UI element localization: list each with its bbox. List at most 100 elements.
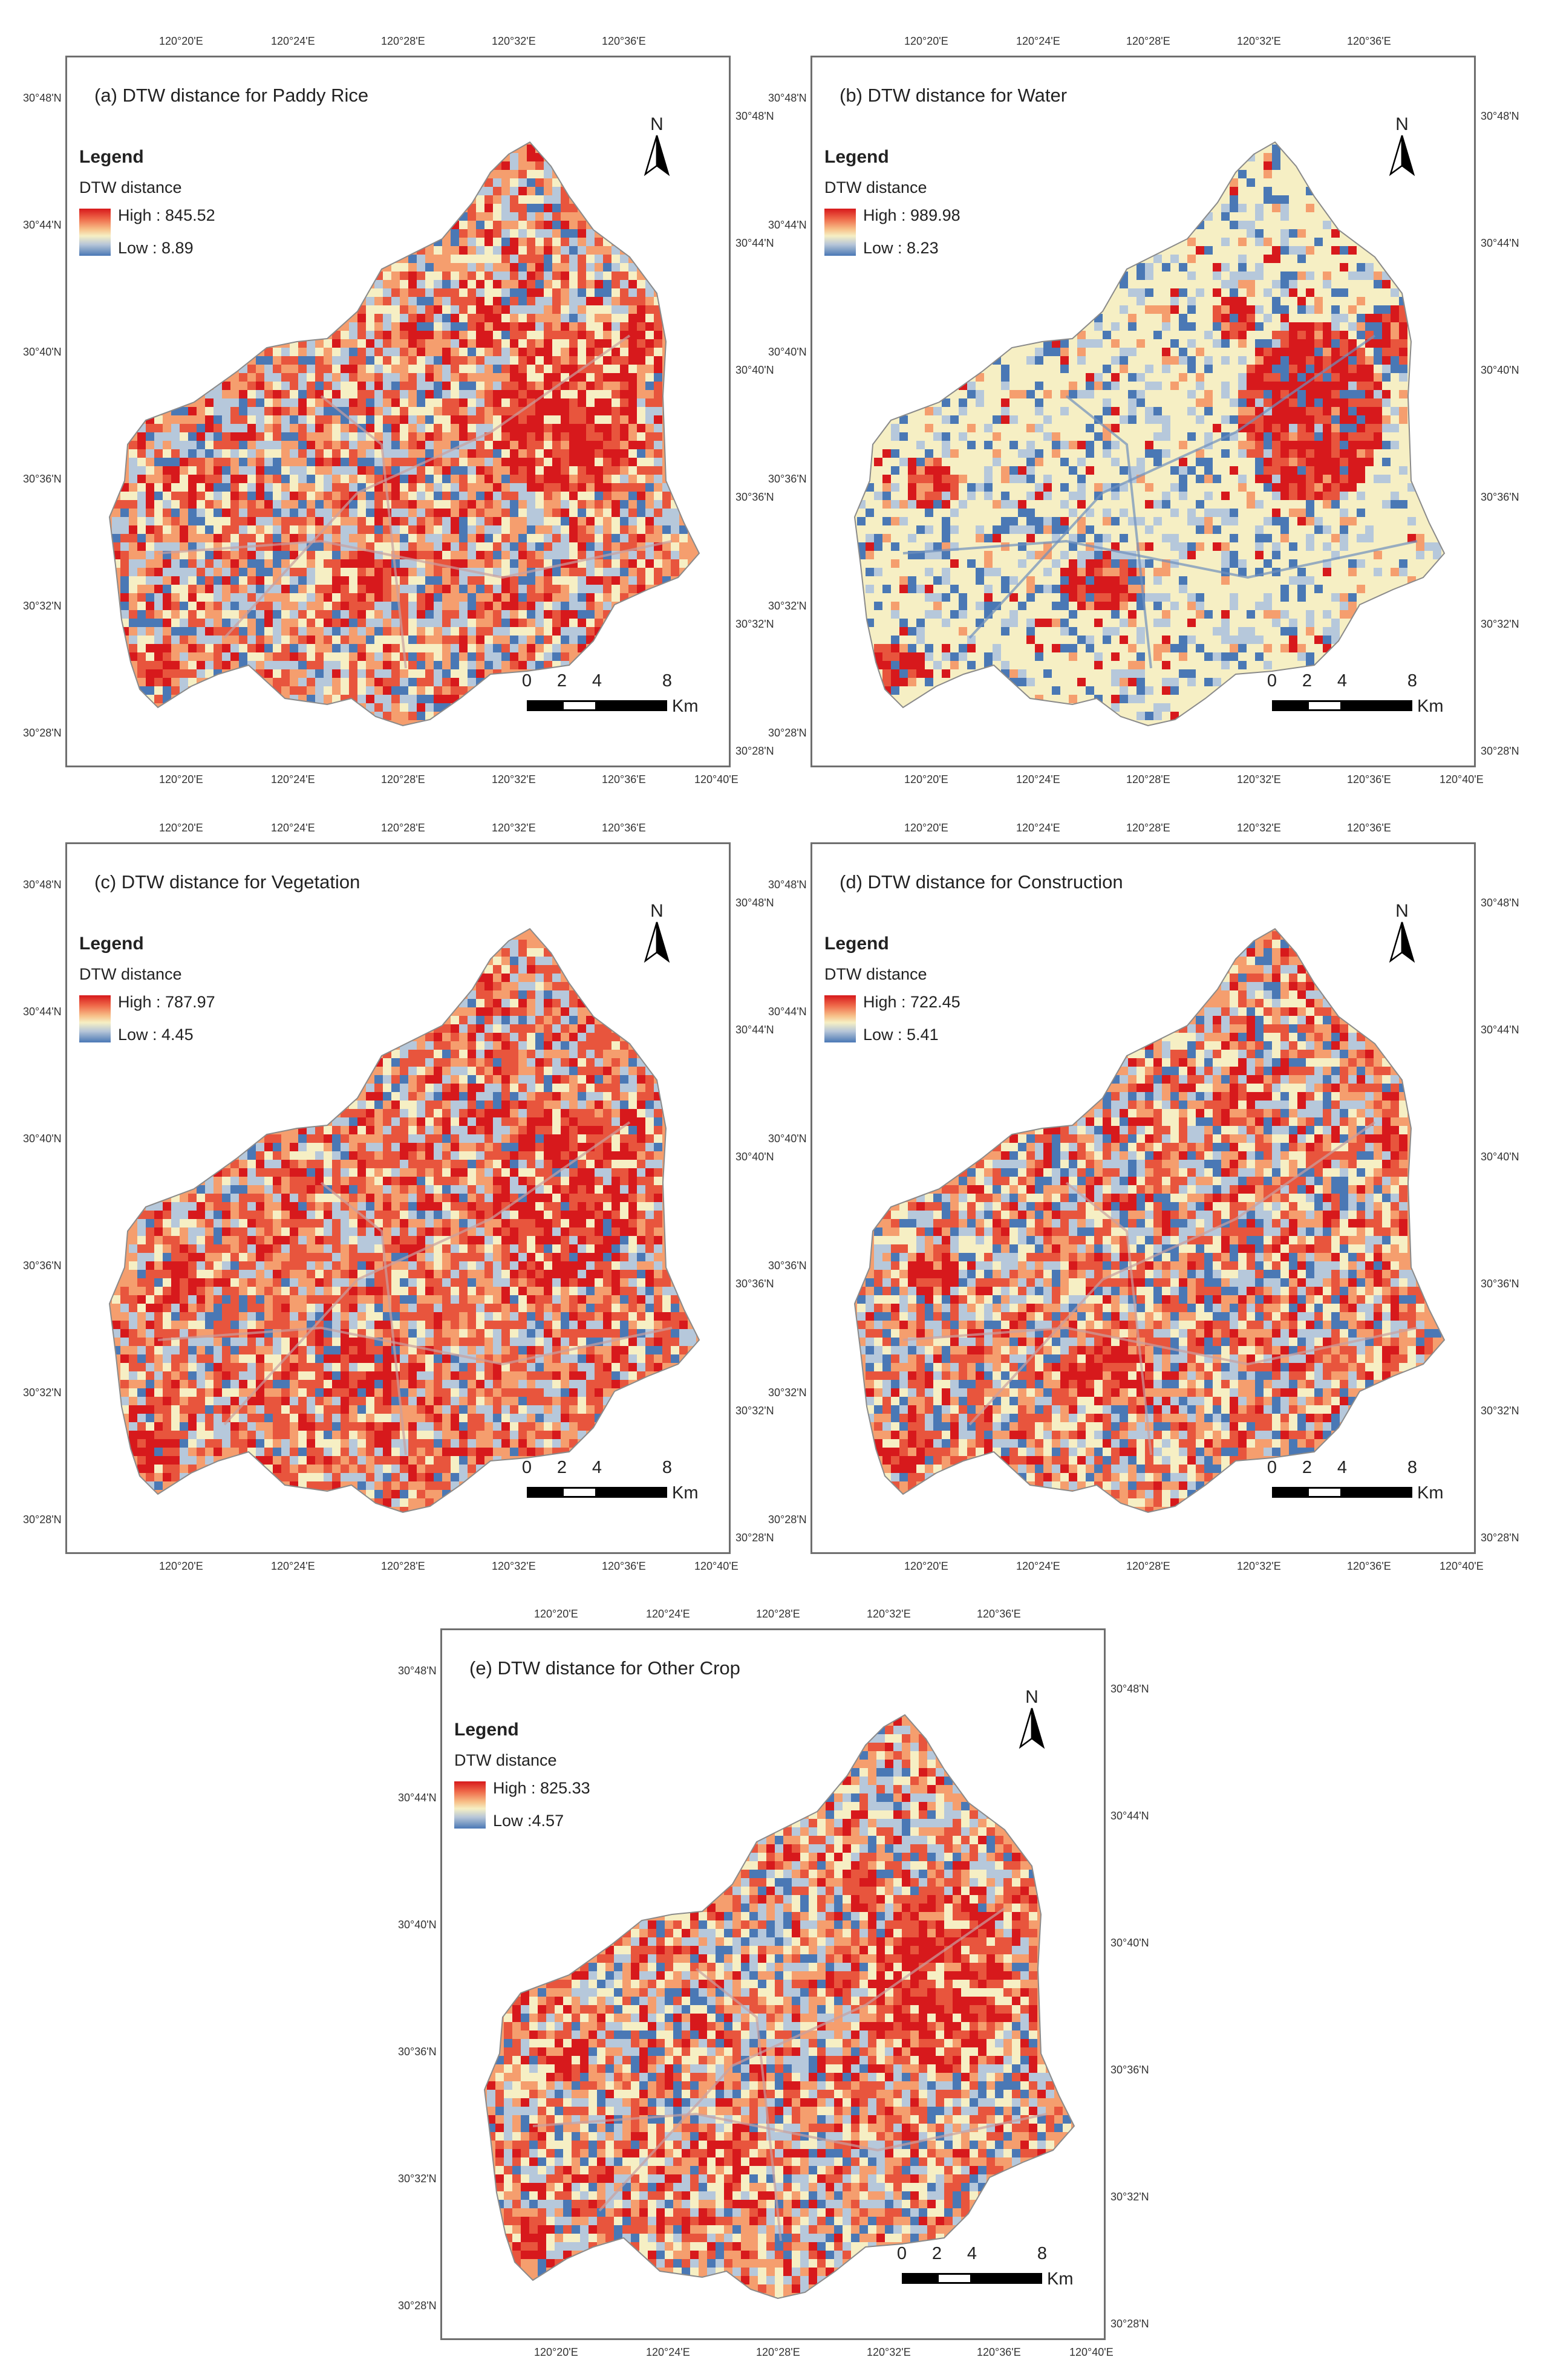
dtw-raster-map <box>853 141 1446 727</box>
north-arrow-glyph <box>1389 135 1415 177</box>
lon-tick-label-bottom: 120°40'E <box>1069 2346 1114 2358</box>
lat-tick-label-right: 30°44'N <box>1110 1810 1149 1822</box>
dtw-raster-map <box>853 928 1446 1514</box>
legend-color-ramp <box>824 995 856 1042</box>
lon-tick-label-bottom: 120°40'E <box>694 773 739 785</box>
map-panel-a: (a) DTW distance for Paddy Rice Legend DTW… <box>65 56 731 767</box>
lat-tick-label-left: 30°44'N <box>23 1006 62 1018</box>
scale-bar-segment <box>527 1487 562 1498</box>
lon-tick-label-bottom: 120°32'E <box>492 773 536 785</box>
scale-bar-label: 8 <box>1037 2244 1048 2263</box>
raster-cells <box>109 142 699 726</box>
lat-tick-label-right: 30°40'N <box>1481 1151 1519 1163</box>
legend-subtitle: DTW distance <box>824 965 927 983</box>
lat-tick-label-right: 30°32'N <box>735 618 774 630</box>
lon-tick-label-top: 120°28'E <box>1126 35 1170 47</box>
scale-bar-label: 8 <box>662 1458 673 1477</box>
scale-bar-segment <box>562 700 597 711</box>
scale-bar-label: 2 <box>931 2244 942 2263</box>
lat-tick-label-left: 30°28'N <box>23 1514 62 1526</box>
lat-tick-label-right: 30°40'N <box>735 1151 774 1163</box>
lat-tick-label-left: 30°48'N <box>768 92 807 104</box>
legend-title: Legend <box>824 934 889 954</box>
lat-tick-label-right: 30°36'N <box>735 1278 774 1290</box>
lat-tick-label-right: 30°44'N <box>735 1024 774 1036</box>
legend-low-value: Low : 8.23 <box>863 239 939 257</box>
legend-color-ramp <box>79 209 111 256</box>
lon-tick-label-bottom: 120°24'E <box>1016 1560 1060 1572</box>
lat-tick-label-right: 30°48'N <box>735 110 774 122</box>
lat-tick-label-left: 30°36'N <box>23 473 62 485</box>
lon-tick-label-top: 120°32'E <box>492 35 536 47</box>
north-arrow-icon: N <box>1011 1688 1053 1752</box>
lat-tick-label-left: 30°36'N <box>398 2046 437 2058</box>
map-panel-b: (b) DTW distance for Water Legend DTW dist… <box>810 56 1476 767</box>
lon-tick-label-bottom: 120°24'E <box>1016 773 1060 785</box>
lat-tick-label-right: 30°44'N <box>1481 1024 1519 1036</box>
lon-tick-label-bottom: 120°32'E <box>1237 773 1281 785</box>
scale-bar-label: 4 <box>592 671 602 691</box>
legend-high-value: High : 845.52 <box>118 206 215 224</box>
lon-tick-label-top: 120°20'E <box>904 822 948 834</box>
scale-bar-label: 0 <box>1267 671 1277 691</box>
lat-tick-label-right: 30°28'N <box>1481 745 1519 757</box>
lon-tick-label-top: 120°24'E <box>271 35 315 47</box>
lon-tick-label-bottom: 120°20'E <box>904 773 948 785</box>
north-label: N <box>1025 1687 1039 1707</box>
map-panel-d: (d) DTW distance for Construction Legend D… <box>810 842 1476 1554</box>
lat-tick-label-right: 30°40'N <box>1110 1937 1149 1949</box>
scale-bar-segment <box>1272 700 1307 711</box>
lat-tick-label-left: 30°44'N <box>398 1792 437 1804</box>
lon-tick-label-bottom: 120°20'E <box>534 2346 578 2358</box>
lon-tick-label-top: 120°32'E <box>492 822 536 834</box>
lon-tick-label-bottom: 120°24'E <box>646 2346 690 2358</box>
north-label: N <box>650 901 664 921</box>
lat-tick-label-left: 30°48'N <box>768 879 807 891</box>
legend-title: Legend <box>824 147 889 167</box>
lon-tick-label-bottom: 120°20'E <box>159 1560 203 1572</box>
raster-cells <box>855 929 1444 1512</box>
lon-tick-label-top: 120°24'E <box>1016 822 1060 834</box>
legend-high-value: High : 722.45 <box>863 993 960 1011</box>
scale-bar-segment <box>1342 700 1412 711</box>
lat-tick-label-left: 30°40'N <box>23 1133 62 1145</box>
lon-tick-label-bottom: 120°36'E <box>602 1560 646 1572</box>
lat-tick-label-right: 30°32'N <box>1481 1405 1519 1417</box>
scale-bar-label: 0 <box>521 1458 532 1477</box>
scale-bar-segment <box>527 700 562 711</box>
lat-tick-label-left: 30°48'N <box>23 92 62 104</box>
lon-tick-label-bottom: 120°40'E <box>1440 1560 1484 1572</box>
legend-subtitle: DTW distance <box>79 965 182 983</box>
lat-tick-label-right: 30°28'N <box>735 745 774 757</box>
legend-low-value: Low : 5.41 <box>863 1026 939 1044</box>
lat-tick-label-left: 30°40'N <box>398 1919 437 1931</box>
lon-tick-label-bottom: 120°28'E <box>1126 773 1170 785</box>
north-arrow-icon: N <box>636 115 678 180</box>
lat-tick-label-left: 30°32'N <box>23 600 62 612</box>
lon-tick-label-bottom: 120°32'E <box>492 1560 536 1572</box>
dtw-raster-map <box>108 141 700 727</box>
legend-color-ramp <box>824 209 856 256</box>
raster-cells <box>855 142 1444 726</box>
lat-tick-label-left: 30°44'N <box>23 219 62 231</box>
lat-tick-label-right: 30°32'N <box>1110 2191 1149 2203</box>
lat-tick-label-left: 30°44'N <box>768 1006 807 1018</box>
lat-tick-label-left: 30°36'N <box>768 1260 807 1272</box>
scale-bar-label: 0 <box>521 671 532 691</box>
lat-tick-label-right: 30°48'N <box>735 897 774 909</box>
lat-tick-label-right: 30°44'N <box>1481 237 1519 249</box>
legend-low-value: Low : 8.89 <box>118 239 194 257</box>
lat-tick-label-left: 30°40'N <box>23 346 62 358</box>
lon-tick-label-bottom: 120°40'E <box>694 1560 739 1572</box>
lat-tick-label-left: 30°44'N <box>768 219 807 231</box>
legend-high-value: High : 989.98 <box>863 206 960 224</box>
lat-tick-label-left: 30°36'N <box>23 1260 62 1272</box>
scale-bar-segment <box>597 700 667 711</box>
map-panel-e: (e) DTW distance for Other Crop Legend DTW… <box>440 1628 1106 2340</box>
map-title: (a) DTW distance for Paddy Rice <box>94 85 369 106</box>
lon-tick-label-top: 120°36'E <box>1347 35 1391 47</box>
legend-high-value: High : 825.33 <box>493 1779 590 1797</box>
lon-tick-label-top: 120°24'E <box>271 822 315 834</box>
lat-tick-label-right: 30°28'N <box>1481 1532 1519 1544</box>
lat-tick-label-left: 30°32'N <box>768 1387 807 1399</box>
